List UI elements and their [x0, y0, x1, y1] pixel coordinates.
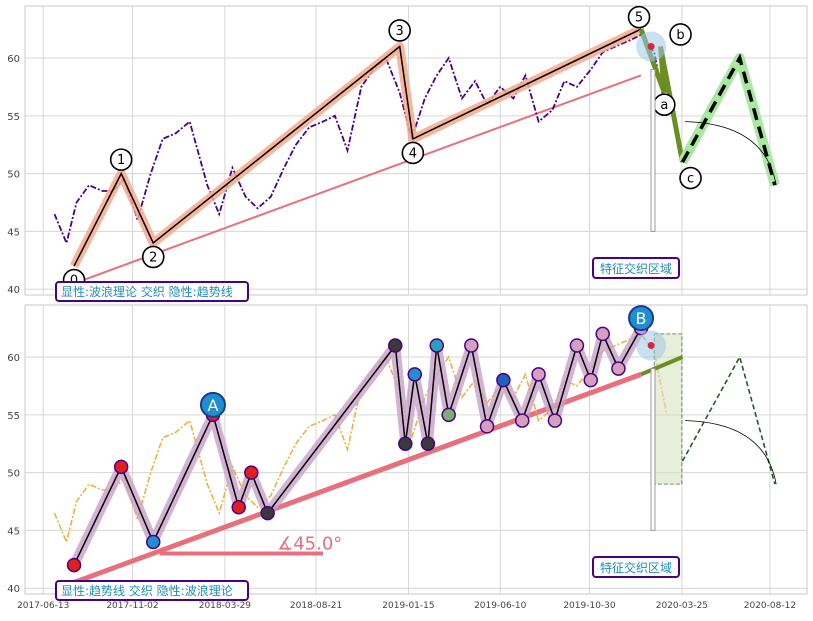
zigzag-node	[388, 338, 403, 353]
y-tick-label: 60	[7, 54, 20, 65]
wave-label-circle	[679, 166, 702, 190]
y-tick-label: 40	[7, 584, 20, 595]
big-label-circle	[199, 391, 226, 418]
x-tick-label: 2018-08-21	[290, 601, 342, 611]
info-group: 显性:波浪理论 交织 隐性:趋势线	[55, 281, 249, 302]
zigzag-node	[496, 372, 511, 388]
annotation-text: 特征交织区域	[600, 560, 672, 575]
y-tick-label: 45	[7, 526, 20, 537]
big-label-circle	[628, 305, 655, 332]
wave-label-circle	[388, 19, 411, 42]
zigzag-node	[569, 338, 585, 353]
zigzag-node	[429, 338, 444, 353]
x-tick-label: 2020-03-25	[656, 601, 708, 611]
y-tick-label: 55	[7, 112, 20, 123]
wave-label: 2	[149, 250, 157, 265]
x-tick-label: 2017-11-02	[106, 601, 158, 611]
trend-line	[73, 74, 642, 285]
wave-label-circle	[627, 5, 651, 29]
zigzag-node	[514, 413, 530, 428]
zigzag-node	[407, 367, 422, 382]
wave-label-circle	[669, 23, 692, 46]
zigzag-node	[464, 338, 479, 353]
zigzag-node	[611, 361, 626, 376]
wave-label: 3	[396, 24, 404, 39]
price-line	[53, 33, 668, 246]
zigzag-node	[420, 436, 436, 451]
wave-label: c	[687, 172, 694, 187]
top-panel: 4045505560012345abc特征交织区域显性:波浪理论 交织 隐性:趋…	[7, 5, 808, 302]
zigzag-node	[66, 557, 82, 573]
angle-label: ∡45.0°	[277, 534, 342, 555]
zigzag-node	[398, 436, 413, 451]
info-text: 显性:趋势线 交织 隐性:波浪理论	[61, 583, 233, 598]
annotation-group: 特征交织区域	[592, 556, 680, 578]
y-tick-label: 60	[7, 353, 20, 364]
x-tick-label: 2020-08-12	[744, 601, 796, 611]
wave-label: 4	[409, 146, 417, 161]
wave-label-circle	[109, 148, 133, 171]
x-tick-label: 2019-06-10	[474, 601, 527, 611]
y-tick-label: 45	[7, 227, 20, 238]
wave-line	[73, 28, 642, 267]
big-label: A	[207, 396, 218, 415]
zigzag-node	[583, 372, 599, 388]
vertical-marker	[650, 368, 656, 531]
info-box	[55, 580, 249, 601]
focus-dot	[647, 42, 655, 50]
zigzag-node	[145, 534, 161, 550]
wave-label: b	[676, 28, 684, 43]
big-label: B	[636, 309, 647, 328]
y-tick-label: 40	[7, 285, 20, 296]
x-tick-label: 2019-10-30	[563, 601, 616, 611]
wave-label-circle	[401, 141, 425, 165]
info-group: 显性:趋势线 交织 隐性:波浪理论	[55, 580, 249, 601]
y-tick-label: 50	[7, 469, 20, 480]
zigzag-node	[531, 367, 546, 382]
y-tick-label: 55	[7, 411, 20, 422]
wave-label: 1	[117, 153, 125, 168]
focus-dot	[647, 341, 655, 349]
wave-label: 5	[635, 11, 643, 26]
annotation-text: 特征交织区域	[600, 261, 672, 276]
annotation-box	[592, 257, 680, 279]
zigzag-node	[441, 407, 456, 423]
x-tick-label: 2018-03-29	[199, 601, 252, 611]
plot-area	[24, 304, 808, 595]
x-tick-label: 2019-01-15	[382, 601, 434, 611]
wave-label: a	[660, 98, 668, 113]
projection-line	[680, 53, 777, 186]
zigzag-node	[231, 500, 246, 515]
info-box	[55, 281, 249, 302]
info-text: 显性:波浪理论 交织 隐性:趋势线	[61, 284, 233, 299]
bottom-panel: 40 45 50 55 60 A B ∡45.0° 2017-06-13 2017-11-02 20…	[7, 304, 808, 611]
annotation-group: 特征交织区域	[592, 257, 680, 279]
zigzag-node	[595, 326, 610, 342]
wave-label-circle	[141, 245, 165, 269]
zigzag-node	[260, 505, 275, 521]
correction-line	[640, 355, 684, 377]
projection-arc	[685, 121, 777, 186]
zigzag-node	[113, 459, 129, 475]
x-tick-label: 2017-06-13	[17, 601, 69, 611]
zigzag-node	[479, 419, 495, 434]
vertical-marker	[650, 69, 656, 232]
zigzag-node	[547, 413, 563, 428]
projection-arc	[685, 420, 777, 485]
zigzag-node	[244, 465, 259, 480]
annotation-box	[592, 556, 680, 578]
y-tick-label: 50	[7, 170, 20, 181]
